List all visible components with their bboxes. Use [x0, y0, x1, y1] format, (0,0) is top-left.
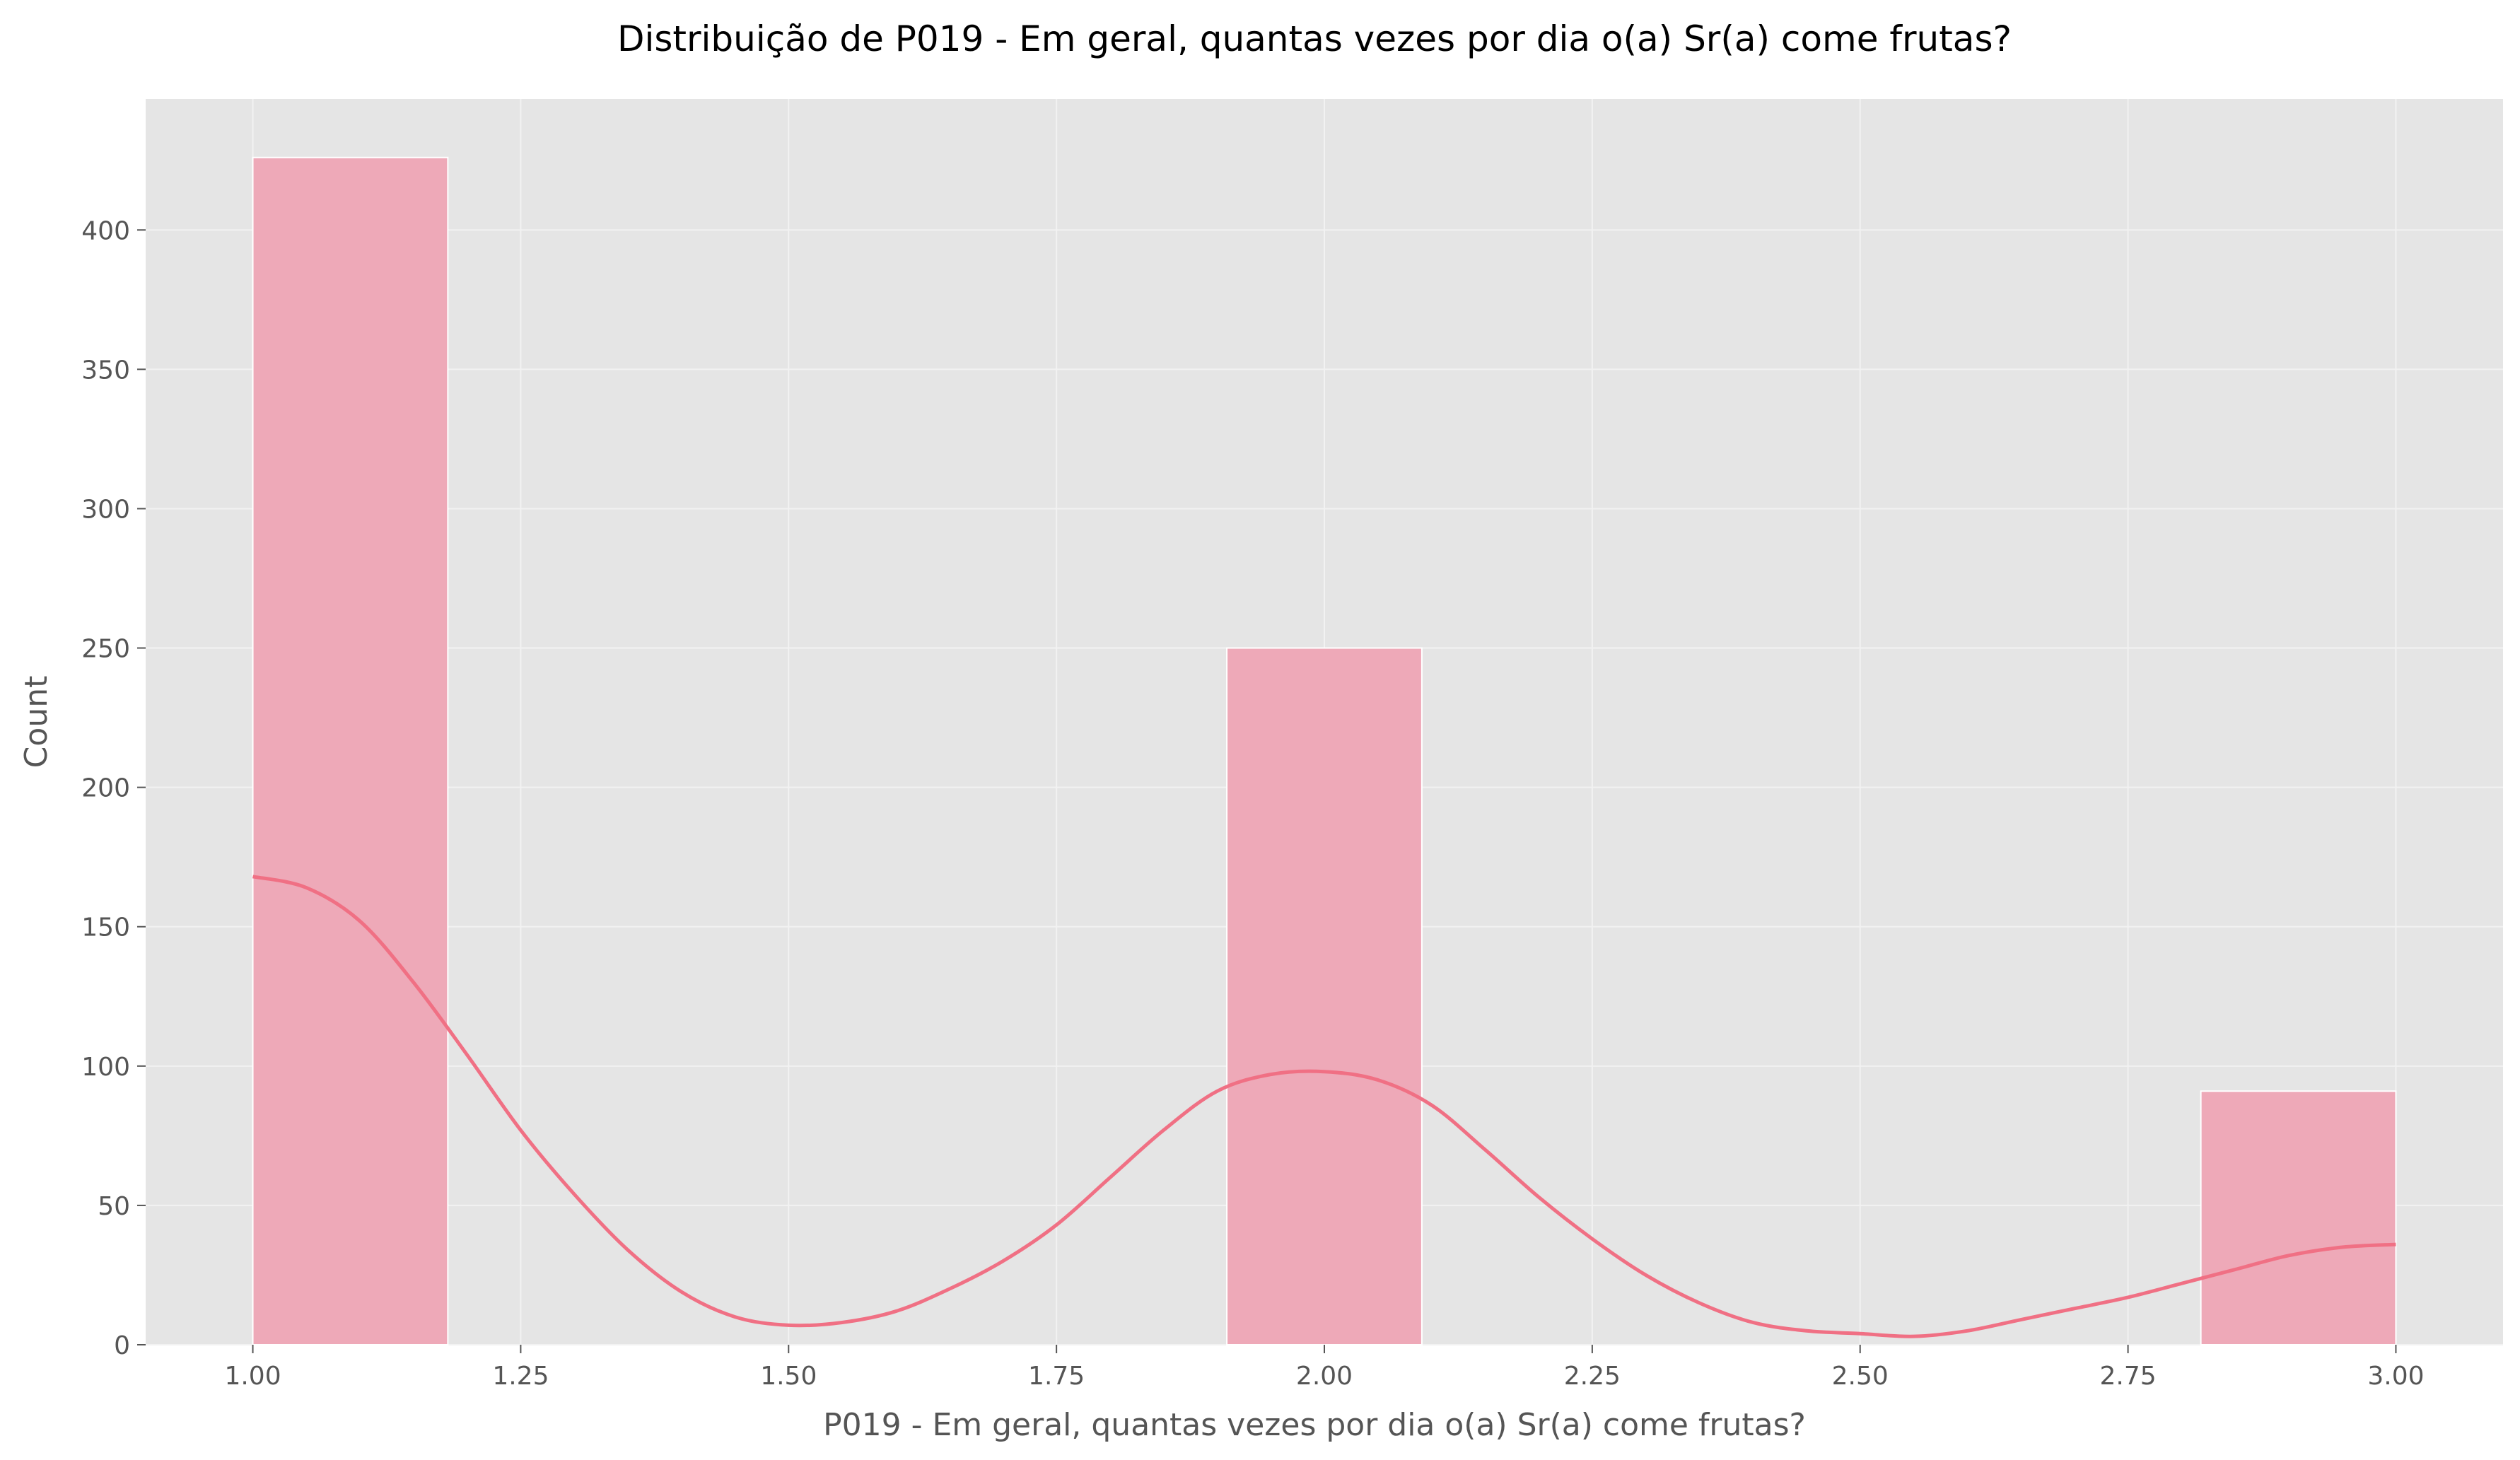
x-tick-label: 2.25	[1564, 1362, 1621, 1391]
y-tick-label: 250	[81, 635, 130, 664]
histogram-bar	[1226, 647, 1423, 1345]
x-axis-label: P019 - Em geral, quantas vezes por dia o…	[823, 1407, 1806, 1443]
x-tick-label: 2.75	[2100, 1362, 2157, 1391]
y-tick-label: 150	[81, 913, 130, 942]
histogram-bar	[252, 156, 449, 1345]
x-tick-label: 3.00	[2367, 1362, 2424, 1391]
x-tick-label: 1.00	[224, 1362, 281, 1391]
x-tick-label: 1.50	[760, 1362, 817, 1391]
y-axis-label: Count	[18, 676, 54, 769]
x-axis-ticks: 1.00 1.25 1.50 1.75 2.00 2.25 2.50 2.75 3.00	[224, 1345, 2425, 1391]
y-tick-label: 300	[81, 495, 130, 524]
y-tick-label: 350	[81, 356, 130, 385]
chart-title: Distribuição de P019 - Em geral, quantas…	[617, 18, 2012, 59]
x-tick-label: 2.50	[1832, 1362, 1889, 1391]
x-tick-label: 1.75	[1028, 1362, 1085, 1391]
histogram-bars	[252, 156, 2397, 1346]
y-tick-label: 50	[98, 1192, 130, 1221]
x-tick-label: 2.00	[1296, 1362, 1353, 1391]
y-axis-ticks: 0 50 100 150 200 250 300 350 400	[81, 216, 146, 1360]
y-tick-label: 0	[114, 1331, 130, 1360]
histogram-bar	[2200, 1090, 2397, 1346]
y-tick-label: 200	[81, 774, 130, 803]
y-tick-label: 100	[81, 1053, 130, 1082]
x-tick-label: 1.25	[492, 1362, 549, 1391]
y-tick-label: 400	[81, 216, 130, 245]
kde-curve	[252, 875, 2396, 1338]
